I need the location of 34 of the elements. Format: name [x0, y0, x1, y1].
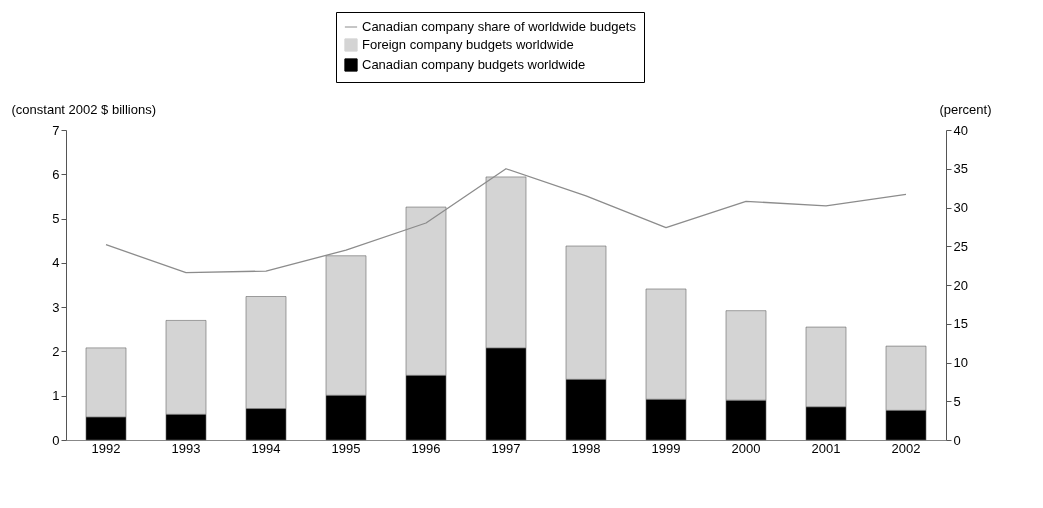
legend-label: Canadian company share of worldwide budgets: [362, 19, 637, 34]
x-tick-label: 1992: [91, 440, 121, 456]
y2-tick-label: 10: [953, 355, 968, 370]
y-tick-label: 4: [52, 255, 60, 271]
y2-tick-label: 35: [953, 161, 968, 177]
legend-label: Canadian company budgets worldwide: [362, 57, 586, 72]
y2-tick-label: 15: [953, 316, 968, 332]
y2-tick-label: 40: [953, 122, 968, 138]
y-tick-label: 6: [52, 166, 60, 182]
x-tick-label: 1998: [571, 440, 601, 456]
legend-label: Foreign company budgets worldwide: [362, 37, 574, 52]
y2-tick-label: 5: [953, 393, 961, 409]
x-tick-label: 1999: [651, 440, 681, 456]
y2-tick-label: 20: [953, 277, 968, 293]
x-tick-label: 2001: [811, 440, 841, 456]
y-tick-label: 2: [52, 343, 60, 359]
y2-tick-label: 30: [953, 200, 968, 215]
x-tick-label: 2000: [731, 440, 761, 456]
line-series: [105, 168, 907, 274]
y2-tick-label: 25: [953, 238, 968, 254]
x-tick-label: 1995: [331, 440, 361, 456]
y-tick-label: 5: [52, 211, 60, 227]
x-tick-label: 1993: [171, 440, 201, 456]
x-tick-label: 1996: [411, 440, 441, 456]
x-tick-label: 1994: [251, 440, 281, 456]
y2-axis-title: (percent): [939, 101, 992, 117]
y-tick-label: 7: [52, 122, 60, 138]
y-axis-title: (constant 2002 $ billions): [11, 101, 157, 117]
x-tick-label: 1997: [491, 440, 521, 456]
y2-tick-label: 0: [953, 432, 961, 448]
y-tick-label: 0: [52, 432, 60, 448]
x-tick-label: 2002: [891, 440, 921, 456]
y-tick-label: 1: [52, 388, 60, 404]
y-tick-label: 3: [52, 299, 60, 315]
